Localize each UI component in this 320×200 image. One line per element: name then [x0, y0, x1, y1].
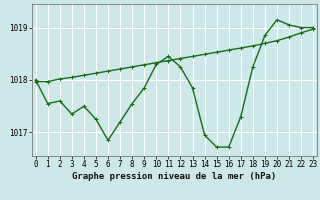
X-axis label: Graphe pression niveau de la mer (hPa): Graphe pression niveau de la mer (hPa)	[72, 172, 276, 181]
